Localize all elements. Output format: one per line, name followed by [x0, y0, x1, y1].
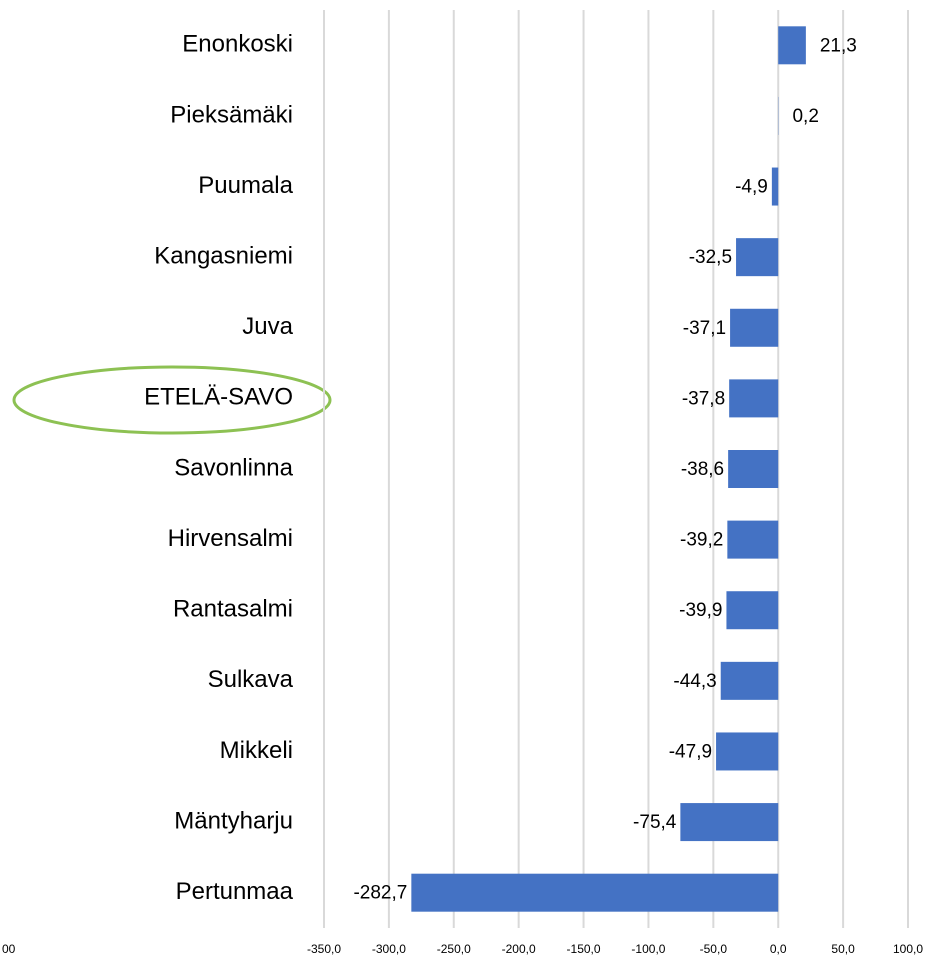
x-tick-label: -300,0 [372, 942, 406, 956]
bar [680, 803, 779, 842]
highlight-ellipse [12, 365, 332, 435]
y-tick-label: Puumala [198, 172, 293, 199]
data-label: -37,1 [683, 318, 726, 339]
data-label: -282,7 [353, 883, 407, 904]
x-tick-label: -100,0 [631, 942, 665, 956]
x-tick-label: -50,0 [700, 942, 728, 956]
x-tick-label: 0,0 [770, 942, 787, 956]
bar [727, 520, 779, 559]
y-tick-label: Enonkoski [182, 31, 293, 58]
y-tick-label: Kangasniemi [154, 242, 293, 269]
data-label: -38,6 [681, 459, 724, 480]
data-label: -39,2 [680, 530, 723, 551]
y-tick-label: Rantasalmi [173, 596, 293, 623]
bar [778, 26, 806, 65]
y-tick-label: Mäntyharju [174, 807, 293, 834]
data-label: -75,4 [633, 812, 677, 833]
x-tick-label: -150,0 [567, 942, 601, 956]
y-tick-label: Savonlinna [174, 454, 293, 481]
bar [720, 661, 779, 700]
y-tick-label: Pieksämäki [170, 101, 293, 128]
data-label: -32,5 [689, 247, 732, 268]
data-label: -39,9 [679, 600, 722, 621]
data-label: -4,9 [735, 177, 768, 198]
x-tick-label: 50,0 [831, 942, 855, 956]
bar [729, 379, 779, 418]
bar [728, 450, 779, 488]
data-label: -37,8 [682, 388, 725, 409]
data-label: -47,9 [669, 741, 712, 762]
x-tick-label: -250,0 [437, 942, 471, 956]
y-tick-label: Mikkeli [220, 737, 293, 764]
y-tick-label: ETELÄ-SAVO [144, 384, 293, 411]
data-label: 0,2 [792, 106, 818, 127]
x-tick-label: 100,0 [893, 942, 923, 956]
x-tick-label: -350,0 [307, 942, 341, 956]
y-tick-label: Juva [242, 313, 293, 340]
y-tick-label: Hirvensalmi [168, 525, 293, 552]
x-tick-label: -200,0 [502, 942, 536, 956]
bar [726, 591, 779, 630]
bar [736, 238, 779, 277]
annotation: 00 [2, 942, 16, 956]
y-tick-label: Sulkava [208, 666, 294, 693]
data-label: -44,3 [673, 671, 716, 692]
y-tick-label: Pertunmaa [176, 878, 294, 905]
bar [716, 732, 779, 771]
bar [411, 873, 779, 912]
data-label: 21,3 [820, 35, 857, 56]
bar [771, 167, 779, 206]
bar [730, 308, 779, 347]
